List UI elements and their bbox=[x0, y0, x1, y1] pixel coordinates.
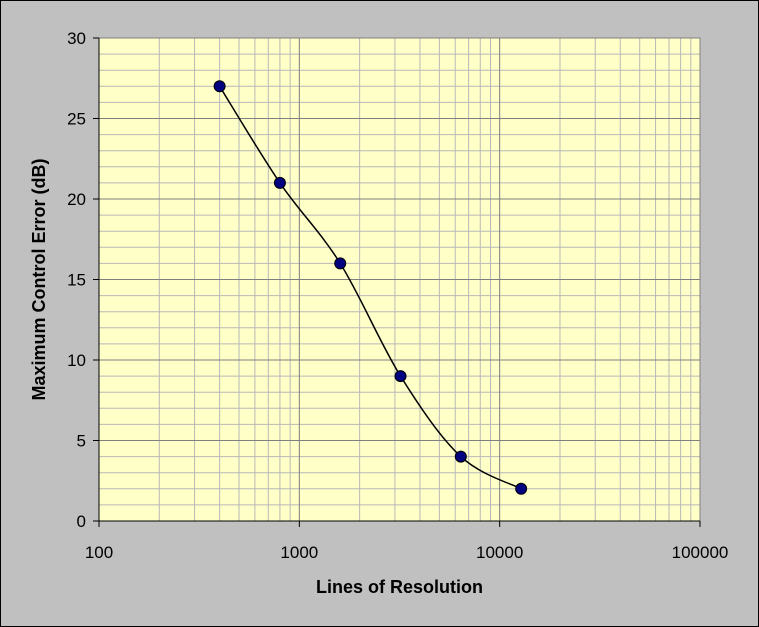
x-tick-label: 100 bbox=[85, 543, 113, 562]
y-tick-label: 20 bbox=[67, 190, 86, 209]
data-point-marker bbox=[213, 80, 226, 93]
y-tick-label: 30 bbox=[67, 29, 86, 48]
data-point-marker bbox=[515, 482, 528, 495]
x-tick-label: 1000 bbox=[280, 543, 318, 562]
y-axis-ticks: 0 5 10 15 20 25 30 bbox=[67, 29, 99, 531]
data-point-marker bbox=[454, 450, 467, 463]
data-markers bbox=[213, 80, 528, 495]
x-tick-label: 100000 bbox=[672, 543, 729, 562]
y-tick-label: 0 bbox=[77, 512, 86, 531]
y-tick-label: 15 bbox=[67, 271, 86, 290]
y-tick-label: 25 bbox=[67, 110, 86, 129]
x-axis-title: Lines of Resolution bbox=[316, 577, 483, 597]
x-tick-label: 10000 bbox=[476, 543, 523, 562]
x-axis-ticks: 100 1000 10000 100000 bbox=[85, 521, 729, 562]
data-point-marker bbox=[394, 370, 407, 383]
y-axis-title: Maximum Control Error (dB) bbox=[29, 158, 49, 400]
data-point-marker bbox=[273, 176, 286, 189]
data-point-marker bbox=[334, 257, 347, 270]
y-tick-label: 5 bbox=[77, 432, 86, 451]
y-tick-label: 10 bbox=[67, 351, 86, 370]
